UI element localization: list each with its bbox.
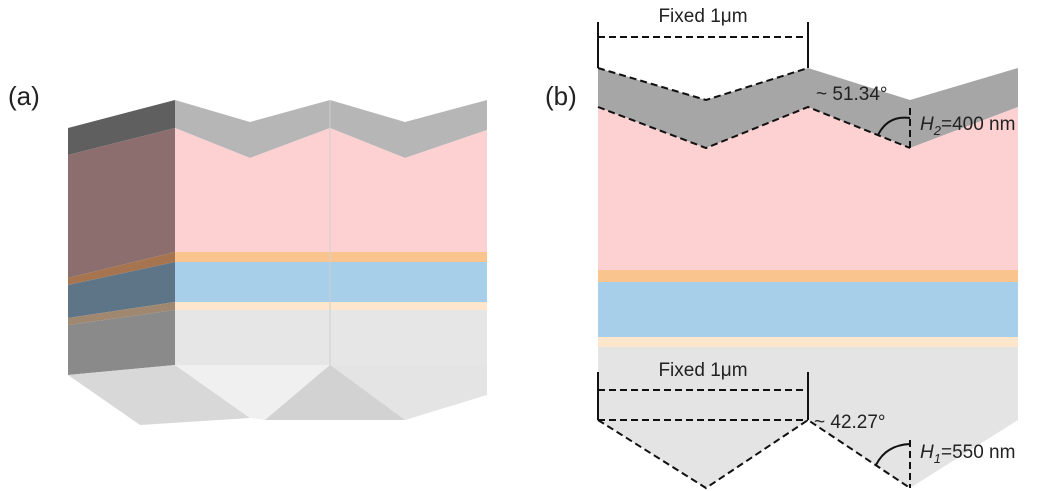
panel-b-drawing — [598, 22, 1018, 488]
panel-a-drawing — [68, 100, 487, 425]
period-label: Fixed 1μm — [658, 6, 747, 27]
panel-label: (a) — [8, 81, 40, 111]
height-value: =400 nm — [941, 114, 1015, 135]
height-subscript: 1 — [934, 451, 941, 466]
height-symbol: H — [920, 114, 934, 135]
height-symbol: H — [920, 442, 934, 463]
panel-label: (b) — [545, 81, 577, 111]
height-value: =550 nm — [941, 442, 1015, 463]
period-label: Fixed 1μm — [658, 360, 747, 381]
angle-label: ~ 51.34° — [816, 84, 888, 105]
figure: (a) (b) Fixed 1μm ~ 51.34° H2=400 nm Fix… — [0, 0, 1059, 491]
angle-label: ~ 42.27° — [814, 412, 886, 433]
